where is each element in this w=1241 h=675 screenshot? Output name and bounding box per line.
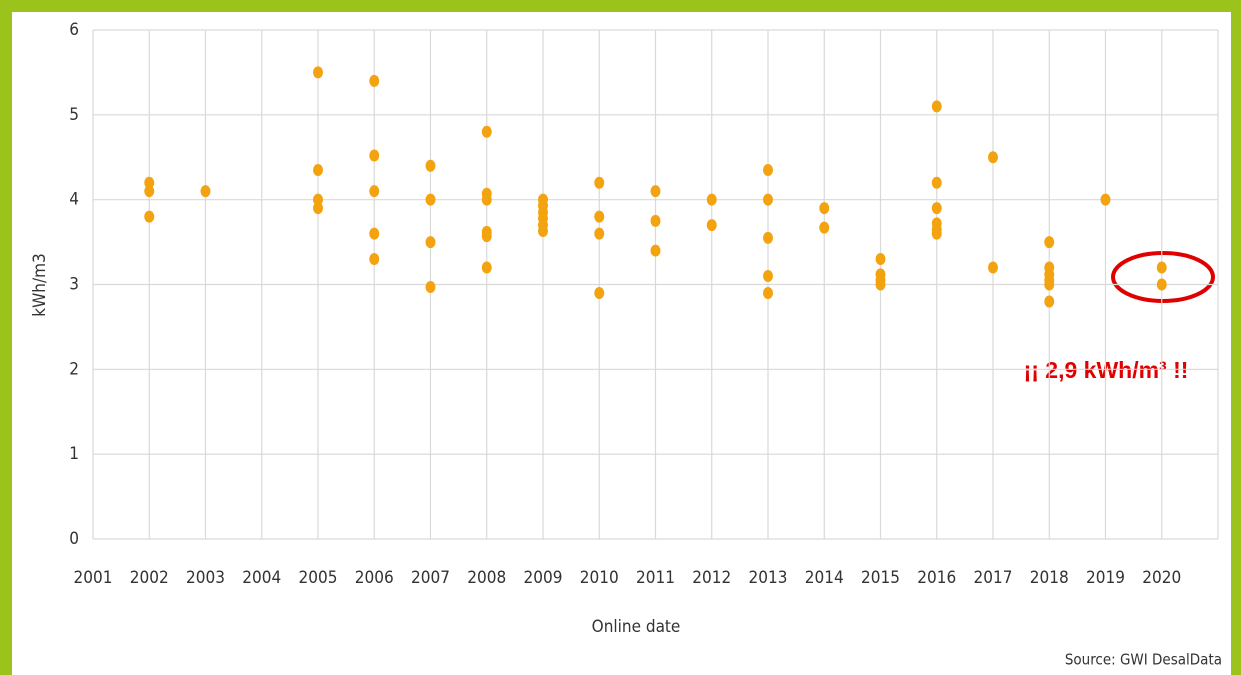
point xyxy=(369,149,380,162)
x-tick-label: 2004 xyxy=(242,568,281,588)
x-tick-label: 2018 xyxy=(1030,568,1069,588)
point xyxy=(1044,278,1055,291)
point xyxy=(763,270,773,283)
x-tick-label: 2020 xyxy=(1142,568,1181,588)
point xyxy=(1044,236,1055,249)
point xyxy=(313,202,323,215)
point xyxy=(425,281,436,294)
x-tick-label: 2007 xyxy=(411,568,450,588)
point xyxy=(1156,261,1167,274)
x-tick-label: 2015 xyxy=(861,568,900,588)
point xyxy=(706,219,717,232)
point xyxy=(144,210,155,223)
point xyxy=(425,193,436,206)
point xyxy=(369,185,380,198)
x-tick-label: 2003 xyxy=(186,568,225,588)
point xyxy=(650,185,661,198)
point xyxy=(763,193,773,206)
y-tick-label: 1 xyxy=(69,444,79,464)
point xyxy=(706,193,717,206)
y-tick-label: 4 xyxy=(69,190,79,210)
x-tick-label: 2019 xyxy=(1086,568,1125,588)
source: Source: GWI DesalData xyxy=(1065,651,1222,669)
y-tick-label: 3 xyxy=(69,275,79,295)
point xyxy=(1044,295,1055,308)
x-tick-label: 2017 xyxy=(974,568,1013,588)
x-tick-label: 2010 xyxy=(580,568,619,588)
x-tick-label: 2001 xyxy=(74,568,113,588)
y-tick-label: 5 xyxy=(69,105,79,125)
point xyxy=(931,100,942,113)
highlight-ellipse xyxy=(1111,251,1215,303)
point xyxy=(819,202,830,215)
point xyxy=(144,185,155,198)
point xyxy=(763,231,773,244)
point xyxy=(200,185,211,198)
y-tick-label: 2 xyxy=(69,359,79,379)
point xyxy=(313,163,323,176)
x-tick-label: 2016 xyxy=(917,568,956,588)
point xyxy=(988,151,998,164)
point xyxy=(1100,193,1111,206)
point xyxy=(763,163,773,176)
point xyxy=(313,193,323,206)
point xyxy=(369,227,380,240)
point xyxy=(931,227,942,240)
point xyxy=(875,253,886,266)
point xyxy=(819,221,830,234)
point xyxy=(988,261,998,274)
point xyxy=(425,159,436,172)
x-tick-label: 2014 xyxy=(805,568,844,588)
point xyxy=(931,202,942,215)
chart-background xyxy=(12,12,1231,675)
point xyxy=(369,74,380,87)
point xyxy=(538,225,548,238)
point xyxy=(594,210,605,223)
x-tick-label: 2012 xyxy=(692,568,731,588)
point xyxy=(875,278,886,291)
x-tick-label: 2006 xyxy=(355,568,394,588)
x-tick-label: 2009 xyxy=(524,568,563,588)
y-axis-label: kWh/m3 xyxy=(30,253,50,316)
point xyxy=(481,193,492,206)
y-tick-label: 6 xyxy=(69,20,79,40)
point xyxy=(144,176,155,189)
point xyxy=(594,176,605,189)
point xyxy=(481,125,492,138)
x-tick-label: 2008 xyxy=(467,568,506,588)
point xyxy=(594,286,605,299)
point xyxy=(481,261,492,274)
x-tick-label: 2002 xyxy=(130,568,169,588)
y-tick-label: 0 xyxy=(69,529,79,549)
x-tick-label: 2011 xyxy=(636,568,675,588)
x-axis-label: Online date xyxy=(592,617,681,637)
point xyxy=(650,214,661,227)
x-tick-label: 2013 xyxy=(749,568,788,588)
point xyxy=(931,176,942,189)
point xyxy=(369,253,380,266)
point xyxy=(425,236,436,249)
point xyxy=(1156,278,1167,291)
point xyxy=(481,230,492,243)
point xyxy=(650,244,661,257)
x-tick-label: 2005 xyxy=(299,568,338,588)
point xyxy=(313,66,323,79)
point xyxy=(594,227,605,240)
point xyxy=(763,286,773,299)
